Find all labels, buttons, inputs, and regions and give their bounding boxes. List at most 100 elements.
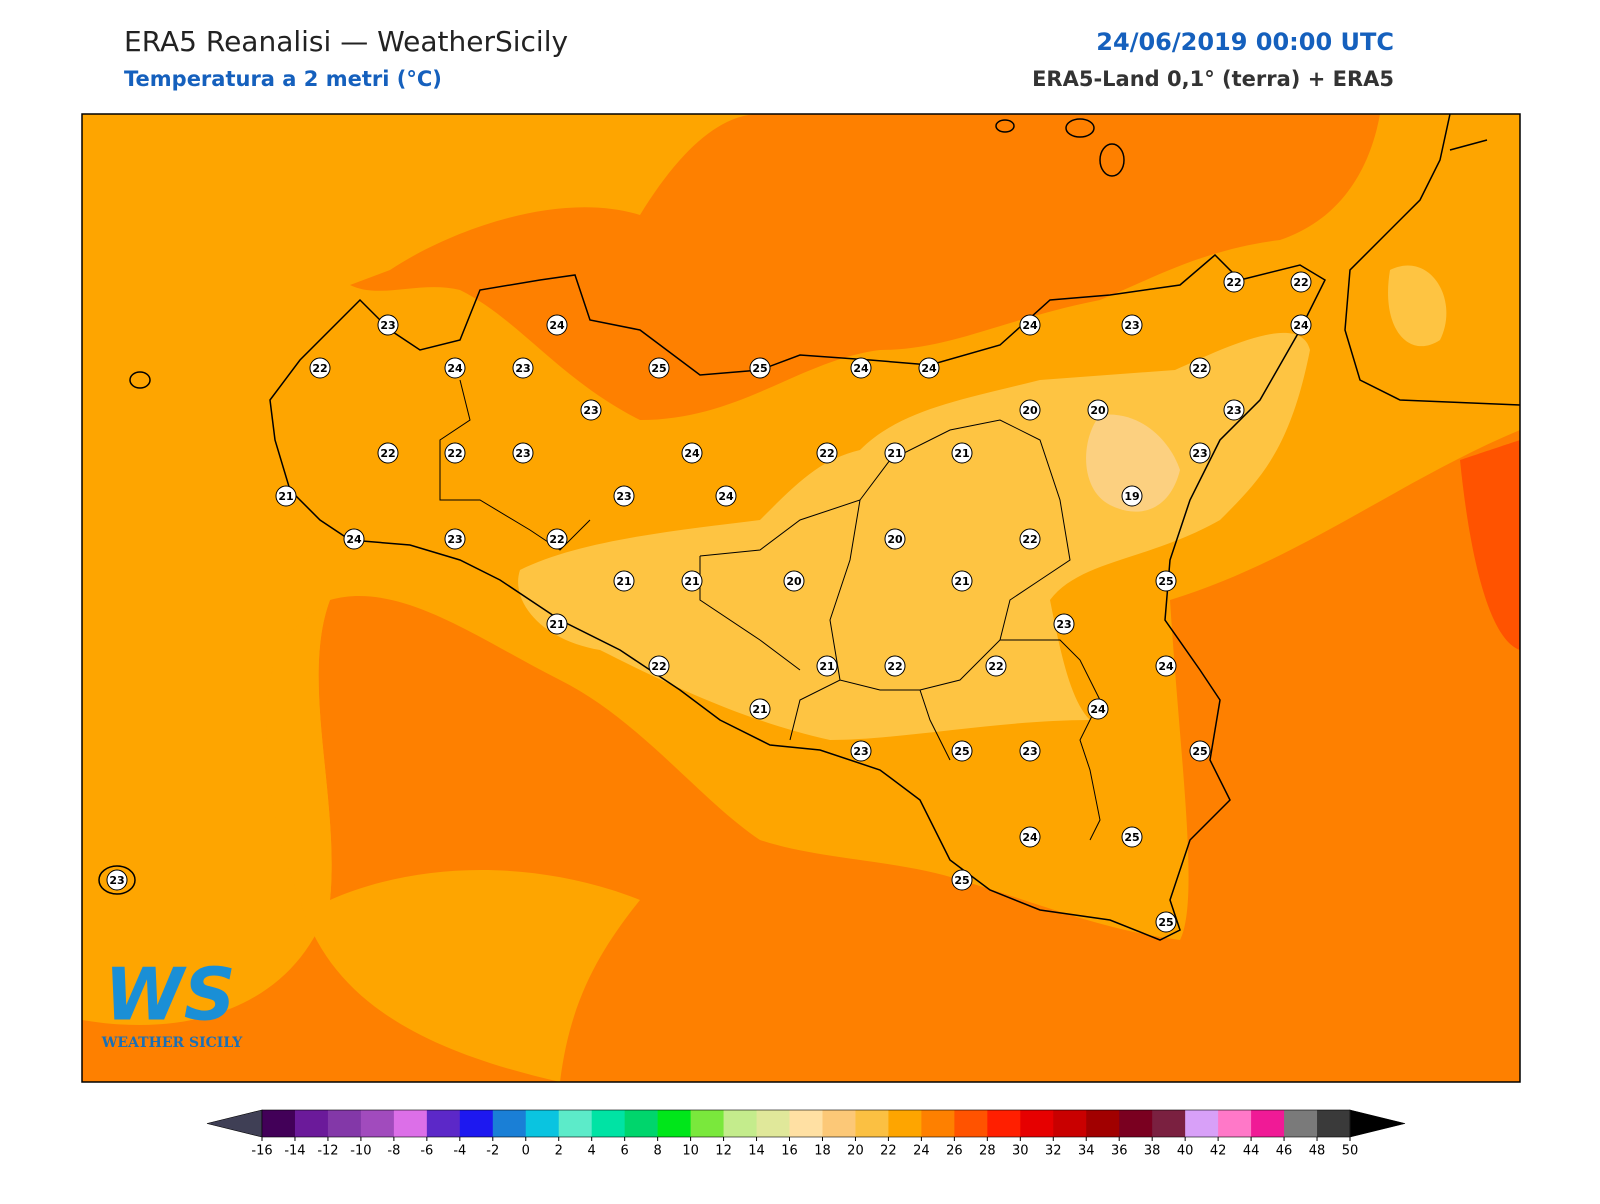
province-border: [439, 379, 1101, 841]
colorbar-segment: [855, 1110, 889, 1137]
station-value: 25: [1124, 831, 1139, 844]
colorbar-tick-label: 14: [748, 1144, 765, 1159]
colorbar-segment: [558, 1110, 593, 1137]
colorbar-segment: [1086, 1110, 1120, 1137]
colorbar-segment: [492, 1110, 527, 1137]
station-marker: [546, 613, 568, 635]
station-marker: [1155, 570, 1177, 592]
station-value: 20: [887, 533, 903, 546]
station-marker: [444, 442, 466, 464]
station-marker: [512, 357, 534, 379]
colorbar-tick-label: -6: [420, 1144, 433, 1159]
station-marker: [1121, 826, 1143, 848]
station-marker: [377, 442, 399, 464]
station-marker: [951, 740, 973, 762]
station-marker: [816, 442, 838, 464]
station-value: 22: [549, 533, 564, 546]
map-frame: [81, 113, 1521, 1083]
colorbar-segment: [426, 1110, 461, 1137]
colorbar-segment: [360, 1110, 395, 1137]
station-value: 20: [1022, 404, 1038, 417]
colorbar-tick-label: 30: [1012, 1144, 1029, 1159]
colorbar-segment: [1251, 1110, 1285, 1137]
station-marker: [1189, 357, 1211, 379]
station-value: 23: [583, 404, 598, 417]
colorbar-tick-label: 40: [1177, 1144, 1194, 1159]
station-marker: [546, 528, 568, 550]
colorbar-tick-label: 32: [1045, 1144, 1062, 1159]
station-marker: [1019, 314, 1041, 336]
station-value: 21: [752, 703, 767, 716]
station-value: 25: [752, 362, 767, 375]
station-marker: [884, 528, 906, 550]
station-value: 22: [651, 660, 666, 673]
colorbar-tick-label: 38: [1144, 1144, 1161, 1159]
colorbar-tick-label: 12: [715, 1144, 732, 1159]
colorbar-tick-label: 0: [522, 1144, 530, 1159]
colorbar-over: [1349, 1109, 1406, 1138]
colorbar-tick-label: 48: [1309, 1144, 1326, 1159]
station-value: 21: [616, 575, 631, 588]
field: [350, 114, 1380, 420]
station-marker: [850, 357, 872, 379]
island: [98, 865, 136, 895]
station-value: 23: [616, 490, 631, 503]
station-value: 23: [515, 362, 530, 375]
colorbar-segment: [987, 1110, 1021, 1137]
station-marker: [275, 485, 297, 507]
station-value: 24: [1090, 703, 1106, 716]
colorbar-segment: [657, 1110, 692, 1137]
station-marker: [613, 485, 635, 507]
coastline: [1344, 114, 1520, 406]
colorbar-tick-label: 28: [979, 1144, 996, 1159]
colorbar-segment: [1053, 1110, 1087, 1137]
station-marker: [1223, 399, 1245, 421]
colorbar-segment: [1218, 1110, 1252, 1137]
station-marker: [985, 655, 1007, 677]
station-value: 20: [1090, 404, 1106, 417]
station-value: 22: [988, 660, 1003, 673]
station-marker: [648, 357, 670, 379]
station-value: 21: [954, 575, 969, 588]
colorbar-segment: [262, 1110, 296, 1137]
station-marker: [1087, 698, 1109, 720]
station-marker: [1290, 271, 1312, 293]
station-value: 24: [684, 447, 700, 460]
station-value: 22: [312, 362, 327, 375]
station-value: 24: [549, 319, 565, 332]
colorbar-tick-label: 8: [653, 1144, 661, 1159]
colorbar-under: [206, 1109, 263, 1138]
field: [266, 600, 640, 1082]
map: 23 24 22 24 23 25 25 24 24 24 23 22 22 24 22 23 20 20 23 22…: [82, 114, 1520, 1082]
station-value: 23: [1022, 745, 1037, 758]
station-value: 24: [1293, 319, 1309, 332]
station-value: 23: [109, 874, 124, 887]
colorbar-tick-label: 36: [1111, 1144, 1128, 1159]
colorbar-tick-label: -2: [486, 1144, 499, 1159]
station-value: 24: [346, 533, 362, 546]
station-marker: [1189, 740, 1211, 762]
station-value: 23: [447, 533, 462, 546]
station-value: 25: [954, 745, 969, 758]
colorbar-segment: [393, 1110, 428, 1137]
colorbar-segment: [789, 1110, 823, 1137]
logo-name: WEATHER SICILY: [101, 1035, 244, 1051]
field: [1388, 265, 1447, 347]
station-value: 24: [447, 362, 463, 375]
station-marker: [1155, 911, 1177, 933]
colorbar-tick-label: 2: [555, 1144, 563, 1159]
station-value: 25: [1158, 916, 1173, 929]
colorbar-segment: [756, 1110, 791, 1137]
colorbar-tick-label: 50: [1342, 1144, 1359, 1159]
colorbar-tick-label: 20: [847, 1144, 864, 1159]
colorbar-segment: [1317, 1110, 1351, 1137]
colorbar-tick-label: 46: [1276, 1144, 1293, 1159]
island: [1065, 118, 1095, 138]
station-value: 22: [1022, 533, 1037, 546]
station-marker: [951, 570, 973, 592]
colorbar-tick-label: -8: [387, 1144, 400, 1159]
station-marker: [1189, 442, 1211, 464]
colorbar-segment: [624, 1110, 659, 1137]
colorbar: -16 -14 -12 -10 -8 -6 -4 -2 0 2 4 6 8 10 12 14 16 18 20 22 2…: [206, 1109, 1406, 1159]
station-marker: [1290, 314, 1312, 336]
